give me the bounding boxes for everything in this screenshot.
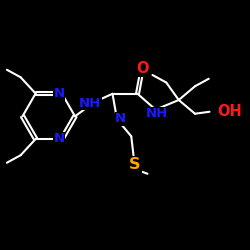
Text: N: N <box>53 132 64 145</box>
Text: O: O <box>136 61 149 76</box>
Text: NH: NH <box>146 107 168 120</box>
Text: N: N <box>53 87 64 100</box>
Text: NH: NH <box>79 97 101 110</box>
Text: N: N <box>115 112 126 125</box>
Text: S: S <box>129 157 141 172</box>
Text: OH: OH <box>217 104 242 119</box>
